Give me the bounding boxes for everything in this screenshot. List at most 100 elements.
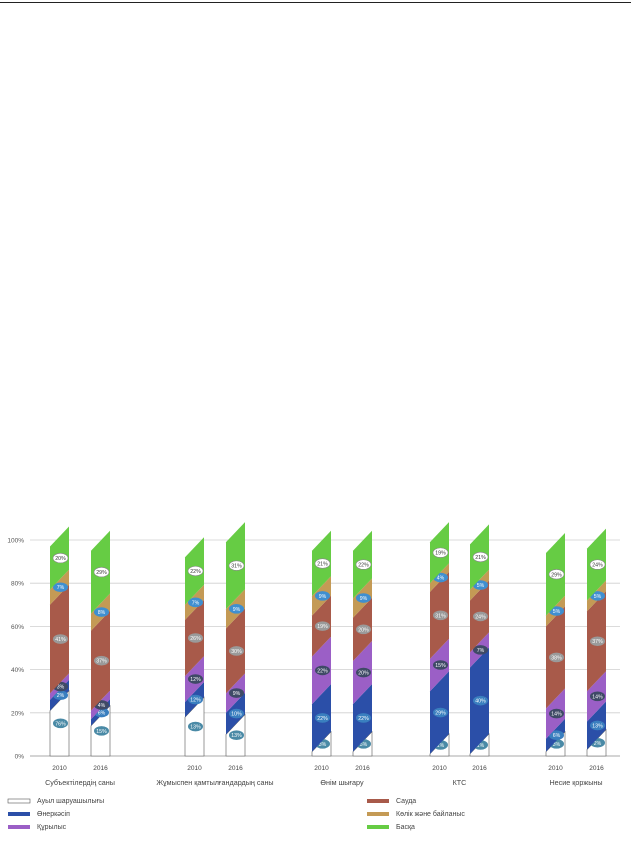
data-label: 21% bbox=[317, 561, 328, 567]
legend-swatch bbox=[8, 812, 30, 816]
data-label: 4% bbox=[98, 703, 106, 709]
data-label-bubble bbox=[53, 690, 68, 701]
data-label-bubble bbox=[315, 591, 330, 601]
data-label-bubble bbox=[549, 730, 564, 740]
data-label-bubble bbox=[94, 655, 109, 666]
data-label: 41% bbox=[55, 637, 66, 643]
category-label: Өнім шығару bbox=[320, 778, 364, 787]
data-label: 5% bbox=[477, 583, 485, 589]
data-label: 22% bbox=[317, 716, 328, 722]
data-label: 3% bbox=[319, 742, 327, 748]
data-label: 29% bbox=[96, 570, 107, 576]
data-label-bubble bbox=[473, 611, 488, 622]
data-label-bubble bbox=[93, 567, 110, 578]
data-label: 12% bbox=[190, 677, 201, 683]
data-label: 14% bbox=[551, 712, 562, 718]
year-tick-label: 2010 bbox=[314, 765, 329, 772]
data-label: 6% bbox=[553, 733, 561, 739]
data-label-bubble bbox=[549, 708, 564, 719]
data-label: 37% bbox=[592, 639, 603, 645]
data-label: 22% bbox=[190, 569, 201, 575]
data-label: 21% bbox=[475, 555, 486, 561]
data-label-bubble bbox=[473, 580, 488, 590]
data-label: 9% bbox=[319, 594, 327, 600]
data-label: 37% bbox=[96, 659, 107, 665]
data-label: 20% bbox=[55, 556, 66, 562]
data-label-bubble bbox=[314, 558, 331, 569]
data-label-bubble bbox=[188, 633, 203, 643]
data-label-bubble bbox=[187, 565, 204, 577]
category-label: Жұмыспен қамтылғандардың саны bbox=[156, 778, 273, 787]
y-tick-label: 60% bbox=[11, 624, 24, 631]
data-label-bubble bbox=[433, 660, 448, 670]
data-label: 3% bbox=[553, 742, 561, 748]
data-label-bubble bbox=[356, 713, 371, 723]
year-tick-label: 2010 bbox=[548, 765, 563, 772]
data-label: 38% bbox=[551, 655, 562, 661]
data-label: 7% bbox=[57, 585, 65, 591]
data-label: 3% bbox=[57, 685, 65, 691]
data-label-bubble bbox=[315, 621, 330, 631]
data-label: 31% bbox=[231, 564, 242, 570]
data-label-bubble bbox=[188, 674, 203, 684]
category-label: Субъектілердің саны bbox=[45, 778, 115, 787]
data-label: 24% bbox=[592, 563, 603, 569]
data-label-bubble bbox=[548, 569, 565, 580]
year-tick-label: 2016 bbox=[589, 765, 604, 772]
year-tick-label: 2016 bbox=[228, 765, 243, 772]
data-label: 13% bbox=[592, 723, 603, 729]
data-label: 31% bbox=[435, 613, 446, 619]
year-tick-label: 2010 bbox=[432, 765, 447, 772]
data-label-bubble bbox=[590, 720, 605, 731]
data-label: 14% bbox=[592, 694, 603, 700]
legend-label: Сауда bbox=[396, 798, 416, 805]
legend-label: Құрылыс bbox=[37, 824, 67, 831]
data-label-bubble bbox=[356, 667, 371, 678]
data-label-bubble bbox=[53, 582, 68, 593]
data-label: 2% bbox=[594, 741, 602, 747]
data-label: 29% bbox=[551, 572, 562, 578]
data-label-bubble bbox=[355, 559, 372, 570]
data-label-bubble bbox=[315, 713, 330, 723]
data-label: 13% bbox=[190, 725, 201, 731]
y-tick-label: 40% bbox=[11, 667, 24, 674]
data-label: 15% bbox=[435, 663, 446, 669]
data-label: 1% bbox=[437, 743, 445, 749]
legend-swatch bbox=[7, 798, 31, 804]
data-label: 7% bbox=[477, 648, 485, 654]
data-label: 20% bbox=[358, 627, 369, 633]
data-label: 12% bbox=[190, 698, 201, 704]
data-label: 9% bbox=[360, 596, 368, 602]
data-label-bubble bbox=[472, 551, 489, 563]
data-label: 19% bbox=[317, 624, 328, 630]
data-label: 22% bbox=[317, 668, 328, 674]
data-label-bubble bbox=[473, 695, 488, 706]
data-label: 13% bbox=[231, 733, 242, 739]
y-tick-label: 100% bbox=[7, 538, 24, 545]
data-label-bubble bbox=[433, 610, 448, 621]
data-label-bubble bbox=[590, 636, 605, 647]
data-label: 5% bbox=[594, 594, 602, 600]
data-label-bubble bbox=[589, 559, 606, 570]
data-label-bubble bbox=[53, 634, 68, 644]
y-tick-label: 0% bbox=[15, 754, 25, 761]
data-label-bubble bbox=[432, 547, 449, 558]
data-label-bubble bbox=[229, 708, 244, 719]
legend-label: Өнеркәсіп bbox=[37, 810, 70, 818]
category-label: КТС bbox=[453, 778, 467, 787]
legend-swatch bbox=[367, 812, 389, 816]
y-tick-label: 80% bbox=[11, 581, 24, 588]
data-label: 5% bbox=[553, 609, 561, 615]
legend-label: Басқа bbox=[396, 824, 415, 831]
data-label-bubble bbox=[52, 552, 69, 564]
data-label: 24% bbox=[475, 614, 486, 620]
data-label: 30% bbox=[231, 649, 242, 655]
data-label-bubble bbox=[228, 560, 245, 571]
category-label: Несие қоржыны bbox=[549, 778, 602, 787]
data-label-bubble bbox=[549, 606, 564, 616]
data-label: 1% bbox=[477, 743, 485, 749]
data-label: 29% bbox=[435, 711, 446, 717]
data-label: 9% bbox=[233, 691, 241, 697]
data-label-bubble bbox=[188, 721, 203, 732]
data-label-bubble bbox=[356, 593, 371, 603]
